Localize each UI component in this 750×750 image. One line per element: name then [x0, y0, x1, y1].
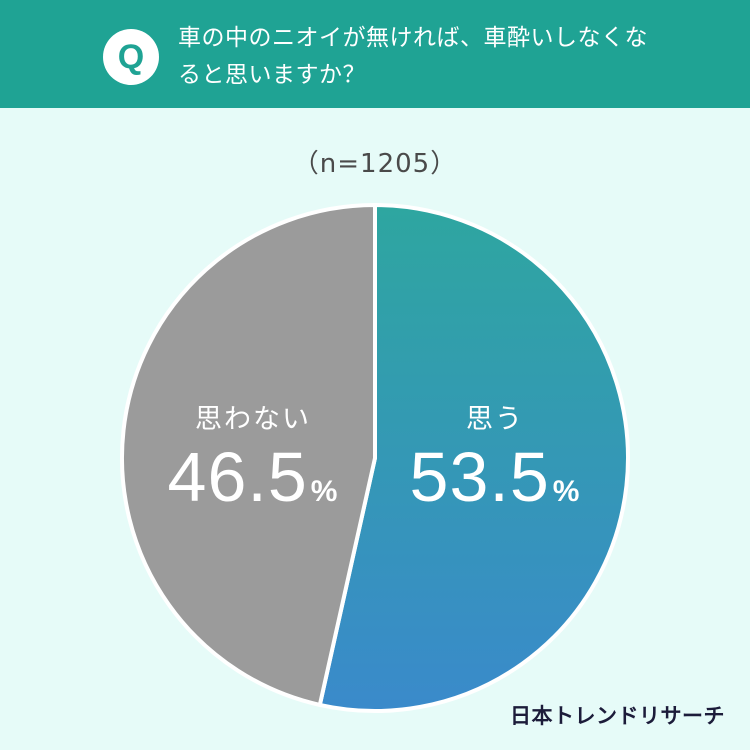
- slice-label-yes: 思う 53.5%: [385, 397, 605, 529]
- slice-value-no: 46.5: [167, 438, 308, 516]
- brand-logo: 日本トレンドリサーチ: [510, 704, 725, 728]
- question-text: 車の中のニオイが無ければ、車酔いしなくなると思いますか？: [178, 25, 648, 88]
- slice-unit-no: %: [310, 475, 339, 508]
- question-header: Q 車の中のニオイが無ければ、車酔いしなくなると思いますか？: [0, 0, 750, 108]
- question-badge: Q: [103, 29, 159, 85]
- pie-slice-yes: [317, 202, 630, 713]
- slice-percent-yes: 53.5%: [385, 440, 605, 529]
- slice-category-no: 思わない: [195, 404, 311, 435]
- sample-size-label: （n=1205）: [292, 149, 458, 179]
- slice-percent-no: 46.5%: [143, 440, 363, 529]
- pie-slice-no: [119, 202, 377, 708]
- slice-category-yes: 思う: [466, 404, 524, 435]
- slice-unit-yes: %: [552, 475, 581, 508]
- slice-value-yes: 53.5: [409, 438, 550, 516]
- slice-label-no: 思わない 46.5%: [143, 397, 363, 529]
